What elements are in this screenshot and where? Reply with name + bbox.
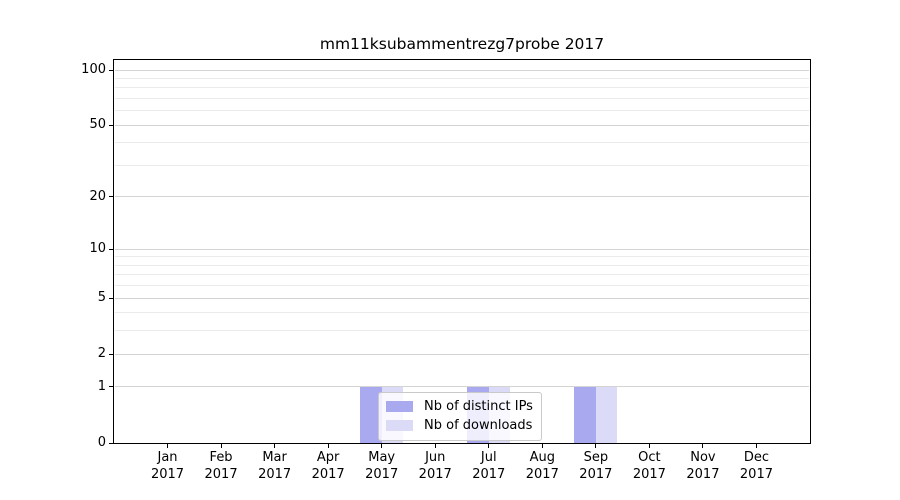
y-tick-mark <box>109 442 114 444</box>
x-tick-mark <box>648 444 650 448</box>
legend-label: Nb of distinct IPs <box>424 399 533 414</box>
x-axis-tick-label-line: Apr <box>316 450 340 465</box>
y-tick-mark <box>109 69 114 71</box>
x-axis-tick-label-line: Feb <box>209 450 233 465</box>
x-axis-tick-label-line: 2017 <box>365 466 399 482</box>
legend: Nb of distinct IPs Nb of downloads <box>378 392 542 441</box>
y-gridline-minor <box>115 110 809 112</box>
x-tick-mark <box>595 444 597 448</box>
x-axis-tick-label-line: 2017 <box>579 466 613 482</box>
y-axis-tick-label: 100 <box>81 62 106 77</box>
x-axis-tick-label-line: 2017 <box>258 466 292 482</box>
y-gridline-major <box>115 196 809 198</box>
legend-item: Nb of distinct IPs <box>386 397 534 416</box>
y-axis-tick-label: 1 <box>97 378 106 394</box>
x-axis-tick-label: Feb 2017 <box>191 450 251 483</box>
x-axis-tick-label-line: 2017 <box>472 466 506 482</box>
y-gridline-major <box>115 297 809 299</box>
x-axis-tick-label-line: Aug <box>529 450 555 465</box>
y-gridline-minor <box>115 330 809 332</box>
x-tick-mark <box>274 444 276 448</box>
y-tick-mark <box>109 386 114 388</box>
x-axis-tick-label-line: May <box>368 450 396 465</box>
x-axis-tick-label-line: Oct <box>638 450 661 465</box>
x-axis-tick-label-line: Sep <box>583 450 609 465</box>
y-gridline-minor <box>115 264 809 266</box>
y-axis-tick-label: 0 <box>97 435 106 450</box>
x-axis-tick-label-line: 2017 <box>418 466 452 482</box>
y-tick-mark <box>109 196 114 198</box>
x-axis-tick-label-line: Mar <box>262 450 287 465</box>
y-gridline-minor <box>115 285 809 287</box>
x-axis-tick-label-line: Jul <box>480 450 497 465</box>
y-axis-tick-label: 10 <box>89 241 106 257</box>
x-axis-tick-label-line: 2017 <box>739 466 773 482</box>
y-tick-mark <box>109 124 114 126</box>
y-tick-mark <box>109 353 114 355</box>
y-axis-tick-label: 20 <box>89 188 106 204</box>
x-axis-tick-label: Aug 2017 <box>512 450 572 483</box>
x-tick-mark <box>220 444 222 448</box>
x-axis-tick-label: Sep 2017 <box>566 450 626 483</box>
x-axis-tick-label: Oct 2017 <box>619 450 679 483</box>
x-axis-tick-label-line: Dec <box>743 450 770 465</box>
y-gridline-major <box>115 248 809 250</box>
x-axis-tick-label: May 2017 <box>352 450 412 483</box>
x-tick-mark <box>541 444 543 448</box>
x-axis-tick-label: Apr 2017 <box>298 450 358 483</box>
chart-title: mm11ksubammentrezg7probe 2017 <box>319 35 605 53</box>
y-axis-tick-label: 2 <box>97 346 106 362</box>
bar-distinct-ips <box>574 386 596 443</box>
y-gridline-minor <box>115 312 809 314</box>
x-axis-tick-label-line: 2017 <box>632 466 666 482</box>
y-gridline-minor <box>115 274 809 276</box>
x-tick-mark <box>702 444 704 448</box>
y-gridline-minor <box>115 142 809 144</box>
x-axis-tick-label-line: Jan <box>157 450 178 465</box>
x-tick-mark <box>381 444 383 448</box>
x-tick-mark <box>167 444 169 448</box>
y-gridline-minor <box>115 97 809 99</box>
x-axis-tick-label: Jan 2017 <box>138 450 198 483</box>
x-axis-tick-label-line: Nov <box>690 450 716 465</box>
y-gridline-major <box>115 353 809 355</box>
x-tick-mark <box>434 444 436 448</box>
legend-swatch <box>386 401 413 412</box>
y-gridline-minor <box>115 164 809 166</box>
legend-item: Nb of downloads <box>386 416 534 435</box>
y-tick-mark <box>109 248 114 250</box>
y-gridline-major <box>115 124 809 126</box>
y-gridline-minor <box>115 77 809 79</box>
y-gridline-minor <box>115 87 809 89</box>
bar-downloads <box>595 386 618 443</box>
x-axis-tick-label: Jun 2017 <box>405 450 465 483</box>
y-axis-tick-label: 50 <box>89 117 106 133</box>
y-tick-mark <box>109 297 114 299</box>
x-tick-mark <box>755 444 757 448</box>
y-gridline-major <box>115 69 809 71</box>
x-axis-tick-label-line: 2017 <box>204 466 238 482</box>
x-axis-tick-label: Mar 2017 <box>245 450 305 483</box>
x-axis-tick-label-line: 2017 <box>525 466 559 482</box>
y-gridline-major <box>115 386 809 388</box>
y-gridline-minor <box>115 256 809 258</box>
x-axis-tick-label: Nov 2017 <box>673 450 733 483</box>
x-axis-tick-label-line: 2017 <box>686 466 720 482</box>
x-tick-mark <box>488 444 490 448</box>
y-axis-tick-label: 5 <box>97 290 106 306</box>
bar-distinct-ips <box>360 386 382 443</box>
legend-label: Nb of downloads <box>424 418 533 433</box>
x-axis-tick-label-line: Jun <box>425 450 446 465</box>
legend-swatch <box>386 420 413 431</box>
x-tick-mark <box>327 444 329 448</box>
x-axis-tick-label: Jul 2017 <box>459 450 519 483</box>
x-axis-tick-label-line: 2017 <box>150 466 185 482</box>
x-axis-tick-label-line: 2017 <box>311 466 345 482</box>
x-axis-tick-label: Dec 2017 <box>726 450 786 483</box>
